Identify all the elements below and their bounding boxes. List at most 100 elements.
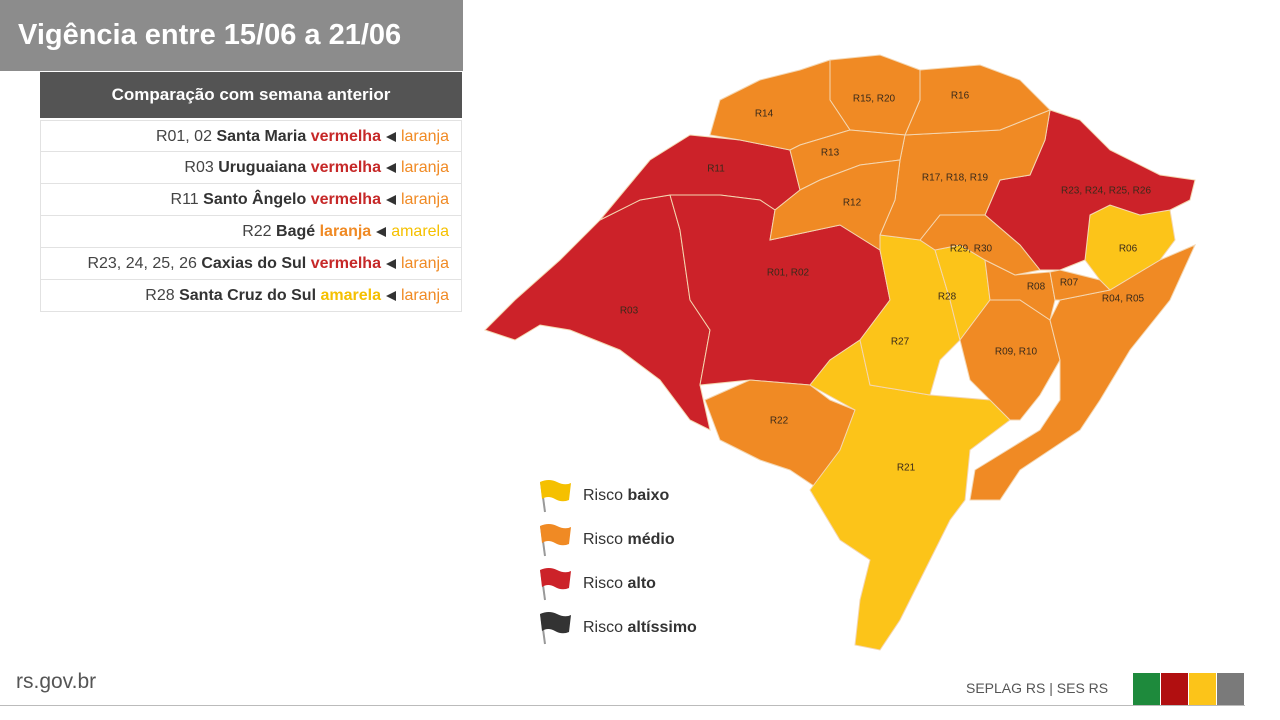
region-code: R28 [145,287,175,304]
region-name: Bagé [276,223,316,240]
legend-prefix: Risco [583,487,624,504]
arrow [385,194,396,205]
current-level: vermelha [310,191,381,208]
region-label: R17, R18, R19 [922,173,989,184]
color-bar [1217,673,1244,705]
comparison-row: R01, 02 Santa Maria vermelha laranja [40,120,462,152]
arrow [385,131,396,142]
legend-level: alto [627,575,656,592]
previous-level: laranja [400,159,449,176]
previous-level: laranja [400,255,449,272]
arrow-shape [385,290,396,301]
current-level: laranja [319,223,372,240]
legend-prefix: Risco [583,619,624,636]
region-label: R04, R05 [1102,294,1145,305]
legend-level: médio [627,531,675,548]
legend-flag [540,480,571,513]
arrow [385,162,396,173]
flag [540,480,571,502]
region-code: R11 [170,191,199,208]
region-label: R28 [938,292,957,303]
region-label: R01, R02 [767,268,810,279]
region-label: R13 [821,148,840,159]
current-level: vermelha [310,255,381,272]
comparison-row: R28 Santa Cruz do Sul amarela laranja [40,280,462,312]
regions [484,54,1196,651]
legend-item: Risco alto [535,562,697,606]
region-label: R27 [891,337,910,348]
region-code: R01, 02 [155,128,212,145]
legend-level: baixo [627,487,670,504]
region-label: R03 [620,306,639,317]
region [769,159,901,251]
legend-flag [540,568,571,601]
legend-prefix: Risco [583,531,624,548]
region-label: R29, R30 [950,244,993,255]
comparison-row: R22 Bagé laranja amarela [40,216,462,248]
flag [540,612,571,634]
region-label: R15, R20 [853,94,896,105]
color-bar [1133,673,1160,705]
previous-level: laranja [400,128,449,145]
region-label: R08 [1027,282,1046,293]
arrow [385,258,396,269]
flag [540,524,571,546]
color-bar [1161,673,1188,705]
region-code: R22 [242,223,272,240]
comparison-row: R03 Uruguaiana vermelha laranja [40,152,462,184]
arrow-shape [385,194,396,205]
previous-level: laranja [400,287,449,304]
region-code: R03 [184,159,214,176]
region-labels: R03 R11 R01, R02 R22 R21 R27 R28 R09, R1… [620,91,1152,474]
arrow-shape [385,131,396,142]
legend-item: Risco altíssimo [535,606,697,650]
region-label: R23, R24, R25, R26 [1061,186,1151,197]
flag [540,568,571,590]
color-bars [1133,673,1245,705]
comparison-row: R11 Santo Ângelo vermelha laranja [40,184,462,216]
region-label: R11 [707,164,725,175]
site-url: rs.gov.br [16,670,97,693]
footer-rule [0,705,1245,706]
legend-prefix: Risco [583,575,624,592]
legend-flag [540,612,571,645]
previous-level: amarela [391,223,449,240]
arrow-shape [385,162,396,173]
legend-level: altíssimo [627,619,697,636]
region-label: R22 [770,416,789,427]
region-code: R23, 24, 25, 26 [87,255,197,272]
credits: SEPLAG RS | SES RS [966,680,1109,696]
region-label: R12 [843,198,862,209]
comparison-row: R23, 24, 25, 26 Caxias do Sul vermelha la… [40,248,462,280]
legend-flag [540,524,571,557]
arrow-shape [385,258,396,269]
region-label: R09, R10 [995,347,1038,358]
current-level: amarela [320,287,381,304]
region [484,194,711,431]
region-label: R21 [897,463,916,474]
region-label: R07 [1060,278,1079,289]
region [969,244,1196,501]
region-name: Santa Cruz do Sul [179,287,317,304]
region-name: Santo Ângelo [203,191,307,208]
region-label: R06 [1119,244,1138,255]
comparison-table: R01, 02 Santa Maria vermelha laranja R03 U… [40,120,462,312]
previous-level: laranja [400,191,449,208]
region-label: R16 [951,91,970,102]
legend-item: Risco baixo [535,474,697,518]
header-title: Vigência entre 15/06 a 21/06 [0,0,463,71]
region-name: Santa Maria [216,128,307,145]
arrow [376,226,387,237]
comparison-title: Comparação com semana anterior [40,72,462,118]
legend-item: Risco médio [535,518,697,562]
region-name: Uruguaiana [218,159,307,176]
color-bar [1189,673,1216,705]
current-level: vermelha [310,128,381,145]
region-label: R14 [755,109,774,120]
arrow [385,290,396,301]
arrow-shape [376,226,387,237]
current-level: vermelha [310,159,381,176]
